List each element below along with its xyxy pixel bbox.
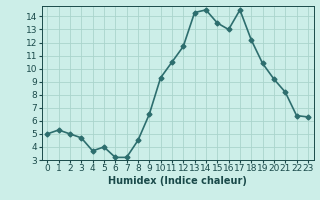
- X-axis label: Humidex (Indice chaleur): Humidex (Indice chaleur): [108, 176, 247, 186]
